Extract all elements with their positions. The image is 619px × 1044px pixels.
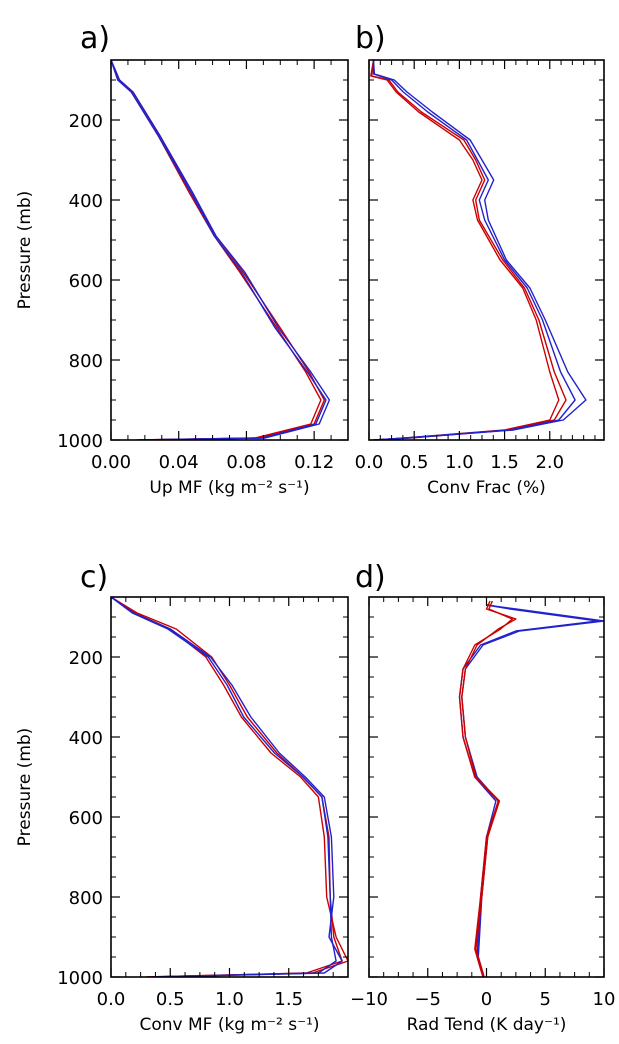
y-tick-label: 600 (69, 271, 103, 292)
x-tick-label: 0 (481, 989, 492, 1010)
x-tick-label: 0.08 (226, 452, 266, 473)
plot-frame (368, 59, 605, 441)
series-line-4 (461, 600, 517, 977)
y-tick-label: 800 (69, 351, 103, 372)
y-tick-label: 800 (69, 888, 103, 909)
x-tick-label: 0.5 (156, 989, 185, 1010)
panel-c: 0.0 0.5 1.0 1.5 200 400 600 800 1000 Conv MF (kg … (15, 560, 349, 1035)
y-tick-label: 200 (69, 111, 103, 132)
y-tick-label: 400 (69, 191, 103, 212)
series-line-4 (111, 597, 343, 977)
y-tick-label: 400 (69, 728, 103, 749)
panel-letter: c) (80, 560, 108, 595)
x-axis-label: Conv MF (kg m⁻² s⁻¹) (139, 1015, 319, 1035)
panel-a: 0.00 0.04 0.08 0.12 200 400 600 800 1000 Up MF (k… (15, 21, 349, 498)
panel-letter: b) (355, 21, 386, 56)
x-tick-label: 1.5 (490, 452, 519, 473)
panel-d: −10 −5 0 5 10 Rad Tend (K day⁻¹) d) (350, 560, 615, 1035)
series-line-4 (111, 60, 331, 440)
y-tick-label: 600 (69, 808, 103, 829)
y-tick-label: 1000 (57, 431, 103, 452)
x-tick-label: 0.5 (400, 452, 429, 473)
series-line-1 (111, 60, 322, 440)
x-tick-label: 5 (540, 989, 551, 1010)
x-tick-label: 0.12 (294, 452, 334, 473)
x-tick-label: −10 (350, 989, 388, 1010)
x-tick-label: 1.0 (215, 989, 244, 1010)
x-tick-label: −5 (414, 989, 441, 1010)
series-line-3 (372, 60, 576, 440)
y-tick-label: 200 (69, 648, 103, 669)
panel-letter: d) (355, 560, 386, 595)
y-tick-label: 1000 (57, 968, 103, 989)
x-tick-label: 2.0 (535, 452, 564, 473)
y-axis-label: Pressure (mb) (15, 191, 35, 310)
x-tick-label: 10 (593, 989, 616, 1010)
series-line-3 (111, 60, 327, 440)
x-tick-label: 1.0 (445, 452, 474, 473)
series-line-3 (458, 600, 514, 977)
panel-letter: a) (80, 21, 110, 56)
series-line-2 (111, 60, 325, 440)
panel-b: 0.0 0.5 1.0 1.5 2.0 Conv Frac (%) b) (355, 21, 605, 498)
x-axis-label: Up MF (kg m⁻² s⁻¹) (149, 478, 309, 498)
x-axis-label: Rad Tend (K day⁻¹) (407, 1015, 567, 1035)
series-line-1 (370, 60, 560, 440)
x-axis-label: Conv Frac (%) (427, 478, 546, 498)
x-tick-label: 0.0 (97, 989, 126, 1010)
series-line-2 (461, 604, 604, 977)
x-tick-label: 0.04 (159, 452, 199, 473)
x-tick-label: 1.5 (274, 989, 303, 1010)
series-line-4 (372, 60, 587, 440)
series-line-3 (111, 597, 337, 977)
y-axis-label: Pressure (mb) (15, 728, 35, 847)
series-line-2 (111, 597, 343, 977)
x-tick-label: 0.0 (355, 452, 384, 473)
x-tick-label: 0.00 (91, 452, 131, 473)
series-line-2 (371, 60, 567, 440)
